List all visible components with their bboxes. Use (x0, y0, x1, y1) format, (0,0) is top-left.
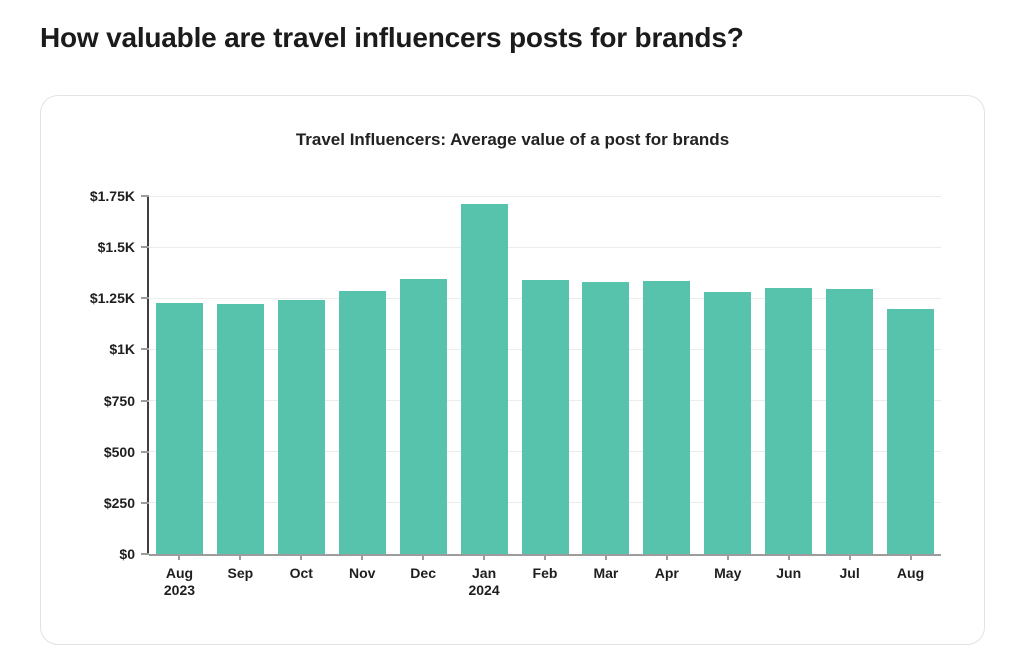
x-axis-label-month: Jul (839, 565, 860, 581)
x-axis-tick (483, 554, 486, 560)
chart-area: $0 $250 $500 $750 $1K $1.25K $1.5K $1.75K Aug 202… (41, 189, 986, 626)
x-axis-tick (787, 554, 790, 560)
x-axis-label: Jan 2024 (454, 565, 515, 599)
plot-area (147, 195, 941, 556)
x-axis-label-month: Aug (165, 565, 194, 581)
x-axis-tick (422, 554, 425, 560)
x-axis-label: Jun (758, 565, 819, 582)
x-axis-label-month: Aug (896, 565, 925, 581)
y-axis-tick (141, 553, 149, 555)
bar-dec (399, 278, 447, 554)
bar-jul (826, 289, 874, 554)
bar-aug-2023 (155, 303, 203, 554)
x-axis-label: Jul (819, 565, 880, 582)
page-title: How valuable are travel influencers post… (40, 22, 744, 53)
bar-oct (277, 300, 325, 554)
bar-may (704, 292, 752, 554)
x-axis-label-month: Sep (227, 565, 254, 581)
bar-mar (582, 281, 630, 554)
y-axis-tick (141, 399, 149, 402)
x-axis-label-month: May (714, 565, 742, 581)
x-axis-label: Apr (636, 565, 697, 582)
bar-jan-2024 (460, 204, 508, 554)
y-axis-label: $1.75K (89, 188, 135, 204)
x-axis-label-month: Jun (776, 565, 802, 581)
x-axis-tick (361, 554, 364, 560)
x-axis-label-month: Dec (410, 565, 436, 581)
x-axis-label: May (697, 565, 758, 582)
x-axis-label: Nov (332, 565, 393, 582)
x-axis-label: Aug 2023 (149, 565, 210, 599)
x-axis-label: Oct (271, 565, 332, 582)
y-axis-label: $1.25K (89, 290, 135, 307)
x-axis-label: Mar (575, 565, 636, 582)
bar-aug (887, 308, 935, 554)
x-axis-tick (300, 554, 303, 560)
y-axis-label: $1K (109, 341, 135, 358)
gridline-1500 (149, 246, 941, 248)
x-axis-tick (604, 554, 607, 560)
x-axis-label: Aug (880, 565, 941, 582)
x-axis-label: Dec (393, 565, 454, 582)
x-axis-label: Sep (210, 565, 271, 582)
y-axis-tick (141, 246, 149, 249)
y-axis-line (147, 196, 149, 554)
bar-jun (765, 288, 813, 554)
chart-card: Travel Influencers: Average value of a p… (40, 95, 985, 645)
x-axis-label-month: Mar (593, 565, 619, 581)
bar-sep (216, 304, 264, 554)
y-axis-tick (141, 195, 149, 197)
gridline-1750 (149, 195, 941, 197)
y-axis-label: $750 (103, 392, 135, 409)
x-axis-tick (848, 554, 851, 560)
y-axis-label: $500 (103, 443, 135, 460)
x-axis-tick (178, 554, 181, 560)
x-axis-tick (239, 554, 242, 560)
y-axis-label: $1.5K (97, 239, 135, 256)
y-axis-tick (141, 450, 149, 453)
y-axis-label: $250 (103, 494, 135, 511)
x-axis-label-month: Feb (532, 565, 558, 581)
x-axis-label-year: 2023 (163, 582, 196, 598)
y-axis-label: $0 (119, 546, 135, 562)
x-axis-label: Feb (515, 565, 576, 582)
y-axis-tick (141, 348, 149, 351)
x-axis-tick (909, 554, 912, 560)
x-axis-label-year: 2024 (468, 582, 500, 598)
y-axis-tick (141, 501, 149, 504)
bar-feb (521, 279, 569, 554)
bar-nov (338, 291, 386, 554)
x-axis-tick (726, 554, 729, 560)
x-axis-tick (544, 554, 546, 560)
y-axis-tick (141, 297, 149, 300)
chart-title: Travel Influencers: Average value of a p… (295, 130, 730, 149)
x-axis-label-month: Jan (472, 565, 497, 581)
x-axis-label-month: Oct (289, 565, 313, 581)
x-axis-tick (665, 554, 668, 560)
x-axis-label-month: Nov (349, 565, 376, 581)
bar-apr (643, 280, 691, 554)
x-axis-label-month: Apr (654, 565, 679, 581)
